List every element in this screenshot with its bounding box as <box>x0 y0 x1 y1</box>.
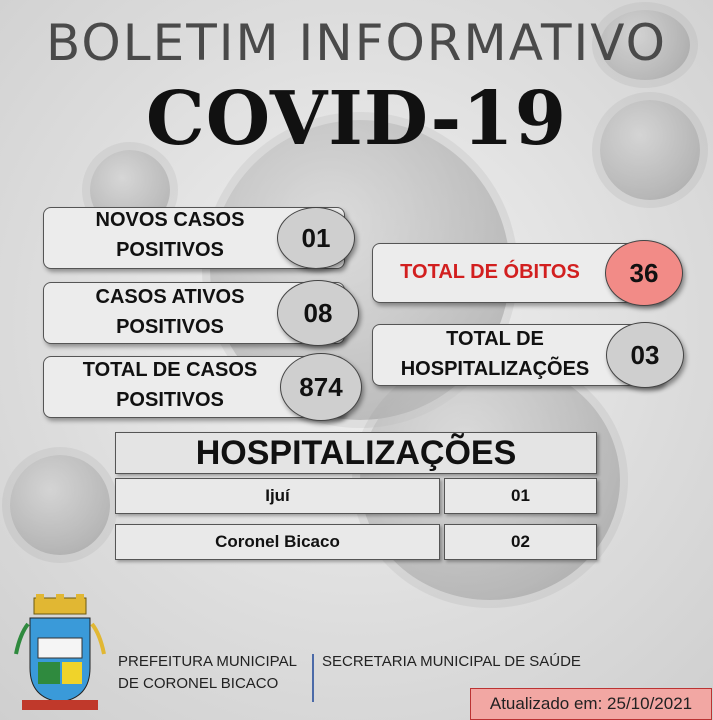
hospitalizations-label: TOTAL DE HOSPITALIZAÇÕES <box>384 324 606 384</box>
active-cases-label: CASOS ATIVOS POSITIVOS <box>60 282 280 342</box>
virus-illustration <box>600 10 690 80</box>
total-cases-value: 874 <box>280 353 362 421</box>
total-cases-label-line: POSITIVOS <box>116 389 224 411</box>
updated-date-badge: Atualizado em: 25/10/2021 <box>470 688 712 720</box>
covid-title: COVID-19 <box>145 76 568 162</box>
table-row-city: Ijuí <box>115 478 440 514</box>
prefeitura-name: PREFEITURA MUNICIPAL DE CORONEL BICACO <box>118 653 297 692</box>
new-cases-label: NOVOS CASOS POSITIVOS <box>60 205 280 265</box>
hospitalizations-value: 03 <box>606 322 684 388</box>
new-cases-value: 01 <box>277 207 355 269</box>
active-cases-label-line: CASOS ATIVOS <box>95 286 245 308</box>
hospitalizations-label-line: TOTAL DE <box>446 328 544 350</box>
table-row-city: Coronel Bicaco <box>115 524 440 560</box>
deaths-value: 36 <box>605 240 683 306</box>
new-cases-label-line: NOVOS CASOS <box>95 209 245 231</box>
active-cases-label-line: POSITIVOS <box>116 316 224 338</box>
new-cases-label-line: POSITIVOS <box>116 239 224 261</box>
footer-divider <box>312 654 314 702</box>
total-cases-label: TOTAL DE CASOS POSITIVOS <box>55 355 285 415</box>
virus-illustration <box>10 455 110 555</box>
total-cases-label-line: TOTAL DE CASOS <box>82 359 258 381</box>
municipal-crest-logo <box>14 594 106 710</box>
bulletin-title: BOLETIM INFORMATIVO <box>46 14 667 72</box>
secretaria-name: SECRETARIA MUNICIPAL DE SAÚDE <box>322 653 581 670</box>
table-row-count: 01 <box>444 478 597 514</box>
active-cases-value: 08 <box>277 280 359 346</box>
hospitalizations-label-line: HOSPITALIZAÇÕES <box>400 358 590 380</box>
virus-illustration <box>600 100 700 200</box>
table-row-count: 02 <box>444 524 597 560</box>
deaths-label: TOTAL DE ÓBITOS <box>400 261 580 283</box>
hospitalizations-table-title: HOSPITALIZAÇÕES <box>115 432 597 474</box>
